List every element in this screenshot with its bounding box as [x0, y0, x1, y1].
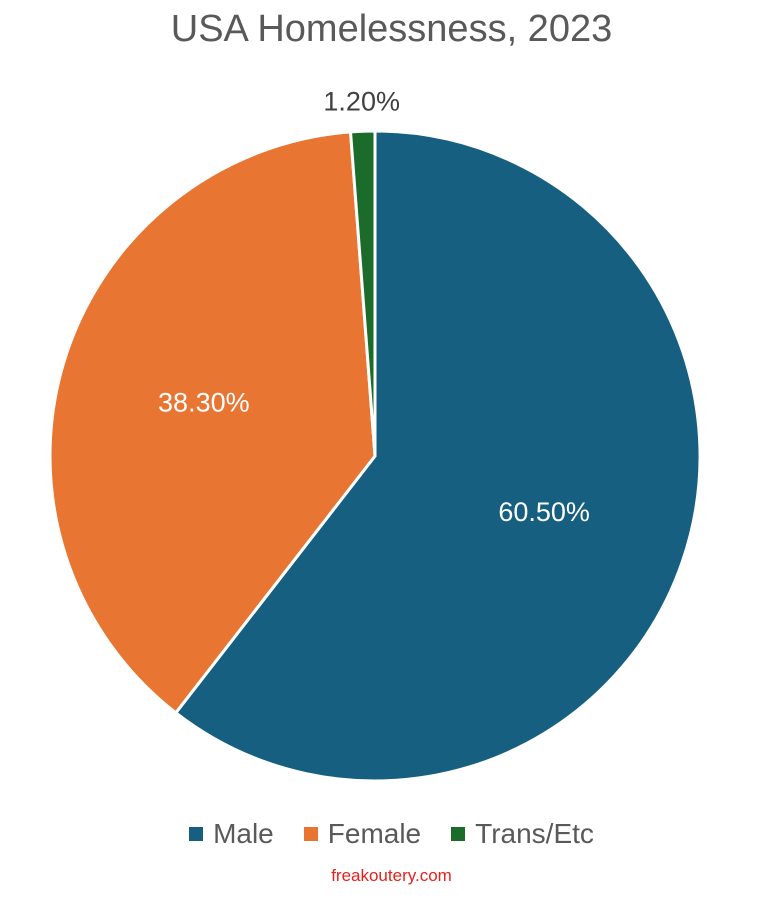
legend-swatch-male [189, 827, 204, 841]
pie-slice-male [173, 129, 702, 783]
chart-title: USA Homelessness, 2023 [170, 8, 613, 50]
legend-swatch-trans-etc [451, 827, 466, 841]
pie-slice-female [48, 130, 377, 715]
legend-label-male: Male [213, 818, 274, 849]
legend-swatch-female [303, 827, 318, 841]
legend-item-female: Female [303, 818, 422, 850]
data-label-male: 60.50% [498, 497, 590, 527]
data-label-trans-etc: 1.20% [323, 86, 400, 116]
legend-item-male: Male [189, 818, 274, 850]
data-label-female: 38.30% [158, 388, 250, 418]
watermark: freakoutery.com [331, 866, 452, 885]
legend-label-female: Female [327, 818, 422, 849]
legend-label-trans-etc: Trans/Etc [475, 818, 594, 849]
legend-item-trans-etc: Trans/Etc [451, 818, 594, 850]
legend: Male Female Trans/Etc [0, 818, 783, 850]
pie-slice-trans-etc [348, 129, 377, 457]
